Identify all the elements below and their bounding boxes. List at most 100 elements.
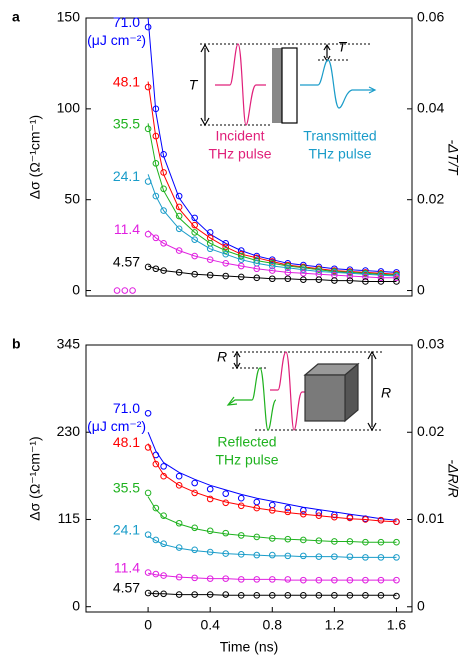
data-point bbox=[362, 516, 369, 523]
y-tick-label: 100 bbox=[57, 100, 81, 116]
data-point bbox=[253, 533, 261, 541]
data-point bbox=[377, 538, 385, 546]
data-point bbox=[191, 229, 198, 236]
data-point bbox=[300, 592, 307, 599]
data-point bbox=[253, 498, 261, 506]
inset-label: T bbox=[189, 77, 199, 93]
data-point bbox=[222, 259, 230, 267]
data-point bbox=[331, 576, 338, 584]
y-tick-label: 0 bbox=[72, 597, 80, 613]
data-point bbox=[237, 592, 245, 599]
data-point bbox=[300, 269, 307, 277]
data-point bbox=[152, 460, 160, 468]
data-point bbox=[300, 552, 307, 560]
data-point bbox=[160, 169, 167, 176]
data-point bbox=[175, 544, 183, 551]
data-point bbox=[331, 592, 338, 599]
data-point bbox=[144, 409, 152, 417]
y-tick-label: 230 bbox=[57, 423, 81, 439]
data-point bbox=[191, 479, 198, 487]
data-point bbox=[237, 256, 245, 263]
data-point bbox=[206, 591, 214, 598]
data-point bbox=[222, 529, 230, 537]
data-point bbox=[300, 576, 307, 584]
data-point bbox=[191, 252, 198, 260]
data-point bbox=[144, 589, 152, 597]
data-point bbox=[152, 536, 160, 544]
data-point bbox=[191, 524, 198, 532]
data-point bbox=[237, 252, 245, 260]
data-point bbox=[393, 538, 400, 546]
data-point bbox=[175, 472, 183, 480]
data-point bbox=[175, 203, 183, 211]
data-point bbox=[315, 553, 323, 560]
series-label: 71.0 bbox=[113, 14, 140, 30]
data-point bbox=[377, 274, 385, 282]
data-point bbox=[237, 262, 245, 270]
data-point bbox=[206, 256, 214, 263]
data-point bbox=[253, 551, 261, 559]
data-point bbox=[300, 536, 307, 544]
y-tick-label: 50 bbox=[64, 190, 80, 206]
data-point bbox=[377, 278, 385, 285]
data-point bbox=[144, 83, 152, 91]
data-point bbox=[393, 278, 400, 285]
data-point bbox=[393, 592, 400, 600]
data-point bbox=[206, 495, 214, 503]
inset-label: Incident bbox=[215, 128, 264, 144]
data-point bbox=[284, 592, 292, 599]
data-point bbox=[346, 272, 354, 280]
data-point bbox=[377, 592, 385, 599]
y-tick-label: 345 bbox=[57, 336, 81, 352]
data-point bbox=[268, 258, 276, 265]
data-point bbox=[222, 490, 230, 497]
series-label: 71.0 bbox=[113, 400, 140, 416]
data-point bbox=[175, 482, 183, 489]
y2-tick-label: 0.02 bbox=[417, 190, 444, 206]
data-point bbox=[237, 494, 245, 502]
fit-line bbox=[148, 592, 397, 596]
panel-label: b bbox=[12, 336, 21, 352]
data-point bbox=[268, 576, 276, 583]
data-point bbox=[222, 575, 230, 582]
data-point bbox=[237, 576, 245, 583]
data-point bbox=[152, 265, 160, 273]
data-point bbox=[206, 527, 214, 535]
data-point bbox=[253, 504, 261, 512]
data-point bbox=[191, 574, 198, 582]
y2-tick-label: 0.03 bbox=[417, 336, 444, 352]
y-tick-label: 150 bbox=[57, 9, 81, 25]
series-label: 11.4 bbox=[114, 559, 140, 575]
data-point bbox=[377, 554, 385, 561]
data-point bbox=[268, 535, 276, 542]
y2-tick-label: 0 bbox=[417, 597, 425, 613]
data-point bbox=[315, 576, 323, 584]
y2-axis-label: -ΔR/R bbox=[445, 459, 461, 497]
data-point bbox=[268, 256, 276, 263]
data-point bbox=[152, 105, 160, 113]
fit-line bbox=[147, 535, 397, 558]
data-point bbox=[152, 132, 160, 140]
data-point bbox=[160, 185, 167, 193]
data-point bbox=[331, 553, 338, 560]
inset-label: Transmitted bbox=[303, 128, 376, 144]
data-point bbox=[300, 276, 307, 283]
series-label: 4.57 bbox=[113, 254, 140, 270]
data-point bbox=[206, 271, 214, 279]
panel-label: a bbox=[12, 9, 20, 25]
data-point bbox=[160, 512, 167, 519]
data-point bbox=[191, 546, 198, 554]
data-point bbox=[175, 225, 183, 233]
data-point bbox=[284, 535, 292, 543]
data-point bbox=[300, 510, 307, 518]
series-label: 24.1 bbox=[113, 521, 140, 537]
data-point bbox=[315, 537, 323, 544]
data-point bbox=[152, 504, 160, 512]
data-point bbox=[222, 272, 230, 280]
series-label: 35.5 bbox=[113, 480, 140, 496]
y2-tick-label: 0.04 bbox=[417, 100, 444, 116]
data-point bbox=[331, 277, 338, 284]
data-point bbox=[315, 512, 323, 519]
data-point bbox=[237, 532, 245, 539]
y2-tick-label: 0.01 bbox=[417, 510, 444, 526]
